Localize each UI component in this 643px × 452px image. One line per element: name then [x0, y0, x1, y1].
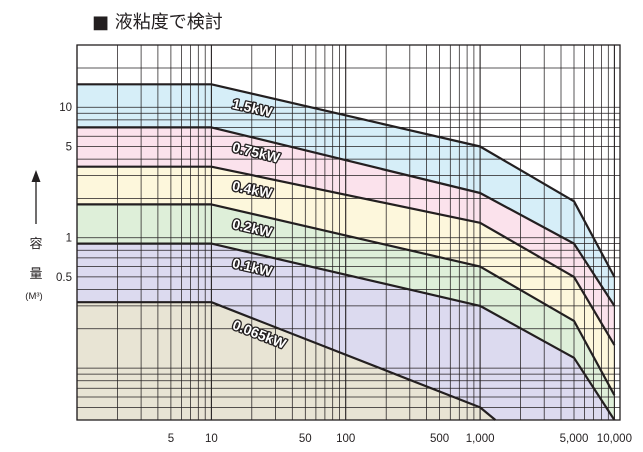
- y-tick-labels: 0.5 1 5 10: [56, 102, 72, 284]
- power-curves: [77, 83, 616, 421]
- curve-0.2kW: [77, 203, 616, 396]
- x-tick-label: 500: [430, 433, 449, 445]
- y-tick-label: 1: [66, 233, 72, 245]
- x-tick-label: 5,000: [560, 433, 589, 445]
- y-label-line1: 容: [29, 236, 42, 252]
- y-label-unit: (M³): [25, 291, 42, 302]
- curve-1.5kW: [77, 83, 616, 278]
- curve-0.065kW: [77, 301, 497, 421]
- x-tick-label: 100: [336, 433, 355, 445]
- curve-0.1kW: [77, 242, 616, 421]
- x-tick-label: 10: [205, 433, 218, 445]
- x-tick-label: 5: [168, 433, 174, 445]
- plot-frame: [76, 44, 621, 421]
- curve-0.75kW: [77, 126, 616, 307]
- x-tick-label: 10,000: [597, 433, 632, 445]
- y-tick-label: 10: [59, 102, 72, 114]
- x-tick-label: 1,000: [466, 433, 495, 445]
- x-tick-labels: 5 10 50 100 500 1,000 5,000 10,000: [168, 433, 632, 445]
- chart-title: ■ 液粘度で検討: [92, 12, 223, 33]
- y-tick-label: 0.5: [56, 272, 72, 284]
- x-tick-label: 50: [299, 433, 312, 445]
- curve-0.4kW: [77, 165, 616, 346]
- arrow-head-icon: [31, 170, 41, 182]
- y-axis-title: 容 量 (M³): [25, 170, 43, 302]
- y-label-line2: 量: [29, 267, 42, 282]
- y-tick-label: 5: [66, 142, 72, 154]
